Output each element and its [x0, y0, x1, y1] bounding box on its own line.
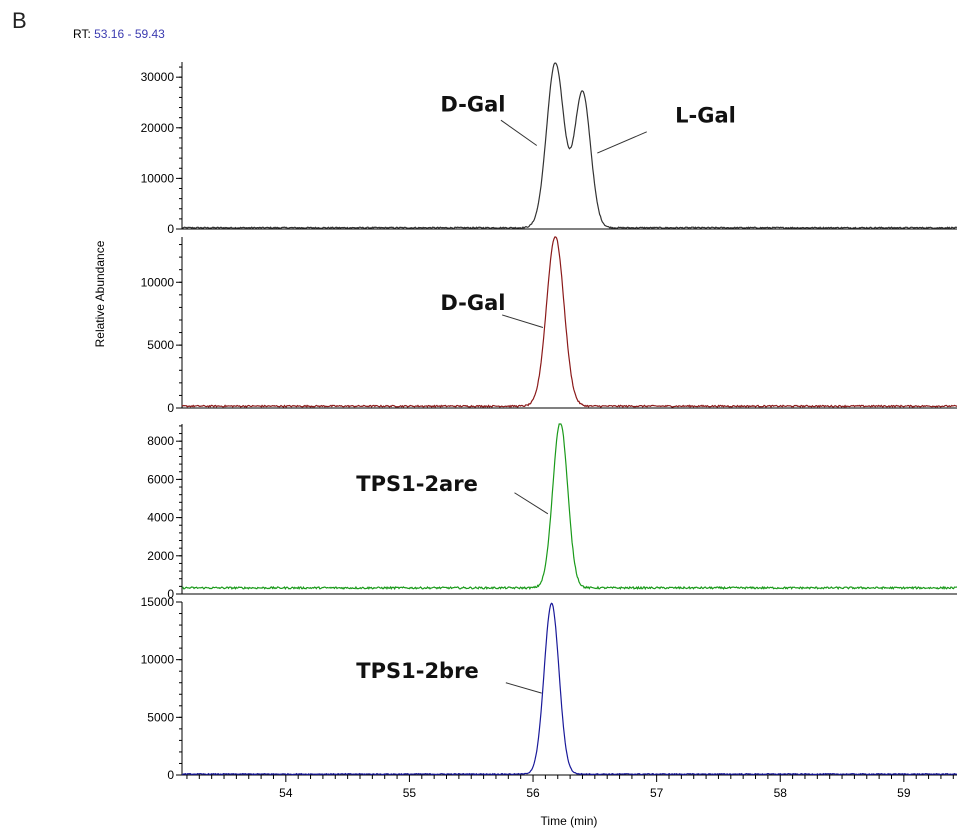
peak-annotation: D-Gal: [440, 291, 505, 315]
x-tick-label: 58: [774, 786, 788, 800]
y-tick-label: 10000: [141, 275, 175, 289]
rt-range-value: 53.16 - 59.43: [94, 27, 165, 41]
annotation-leader-line: [597, 131, 647, 154]
annotation-leader-line: [501, 314, 544, 329]
y-tick-label: 8000: [147, 434, 174, 448]
trace-line-3: [181, 423, 957, 591]
y-tick-label: 0: [167, 768, 174, 782]
x-axis: 54 55 56 57 58 59: [186, 775, 954, 800]
trace-line-4: [181, 602, 957, 776]
y-tick-label: 10000: [141, 653, 175, 667]
x-tick-label: 56: [526, 786, 540, 800]
y-tick-label: 30000: [141, 70, 175, 84]
trace-line-1: [181, 62, 957, 230]
rt-range-label: RT: 53.16 - 59.43: [73, 27, 165, 41]
trace-line-2: [181, 236, 957, 408]
x-axis-title: Time (min): [541, 814, 598, 828]
y-tick-label: 2000: [147, 549, 174, 563]
peak-annotation: D-Gal: [440, 93, 505, 117]
annotation-leader-line: [500, 119, 538, 146]
y-tick-label: 0: [167, 222, 174, 236]
y-tick-label: 20000: [141, 121, 175, 135]
y-tick-label: 0: [167, 587, 174, 601]
y-tick-label: 15000: [141, 595, 175, 609]
y-axis-title: Relative Abundance: [93, 240, 107, 347]
y-tick-label: 4000: [147, 511, 174, 525]
peak-annotation: L-Gal: [675, 104, 736, 128]
x-tick-label: 55: [403, 786, 417, 800]
x-tick-label: 59: [897, 786, 911, 800]
y-tick-label: 6000: [147, 472, 174, 486]
y-tick-label: 5000: [147, 338, 174, 352]
chromatogram-panel-2: 0 5000 10000 D-Gal: [141, 236, 957, 415]
chromatogram-panel-1: 0 10000 20000 30000 D-Gal L-Gal: [141, 62, 957, 236]
peak-annotation: TPS1-2bre: [356, 659, 478, 683]
panel-letter: B: [12, 8, 27, 33]
chromatogram-panel-4: 0 5000 10000 15000 TPS1-2bre: [141, 595, 957, 782]
peak-annotation: TPS1-2are: [356, 472, 478, 496]
rt-prefix: RT:: [73, 27, 95, 41]
x-tick-label: 57: [650, 786, 664, 800]
annotation-leader-line: [505, 682, 542, 694]
y-tick-label: 10000: [141, 171, 175, 185]
y-tick-label: 0: [167, 401, 174, 415]
chromatogram-panel-3: 0 2000 4000 6000 8000 TPS1-2are: [147, 423, 957, 601]
annotation-leader-line: [514, 492, 549, 515]
y-tick-label: 5000: [147, 710, 174, 724]
x-tick-label: 54: [279, 786, 293, 800]
